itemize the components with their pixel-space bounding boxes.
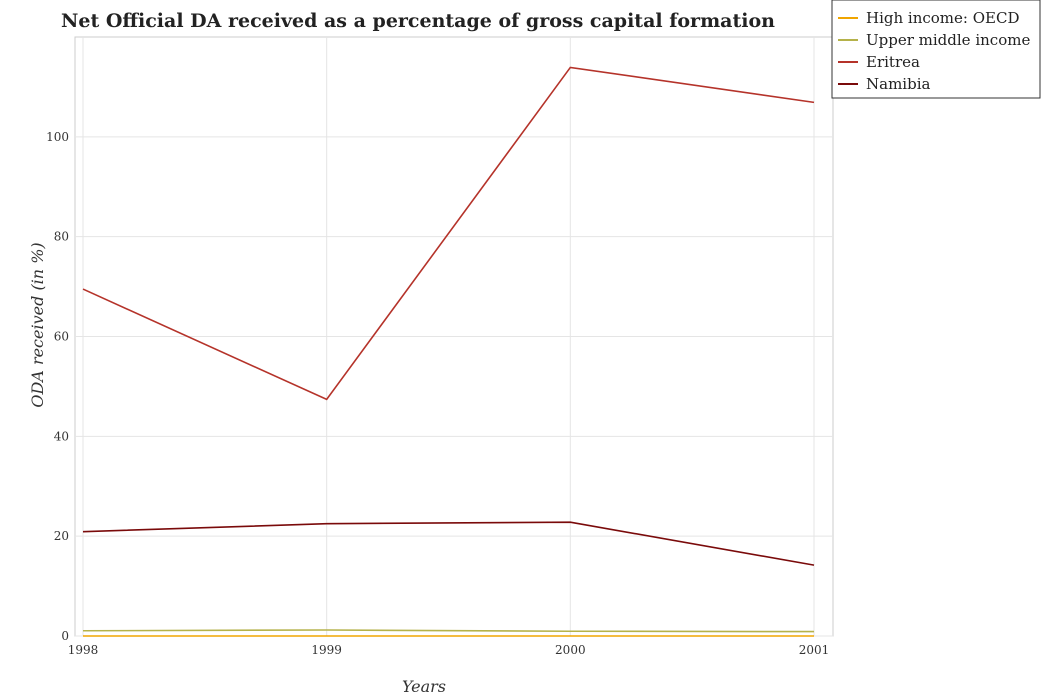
legend-label: High income: OECD	[866, 9, 1019, 27]
legend-box	[831, 0, 1041, 99]
y-tick-label: 40	[54, 429, 69, 443]
x-tick-label: 2001	[799, 643, 830, 657]
y-tick-label: 60	[54, 330, 69, 344]
x-tick-label: 2000	[555, 643, 586, 657]
y-tick-label: 0	[61, 629, 69, 643]
series-line-namibia	[82, 521, 815, 566]
legend-label: Eritrea	[866, 53, 920, 71]
series-line-upper-middle-income	[82, 629, 815, 633]
x-axis-ticks: 1998 1999 2000 2001	[68, 643, 830, 657]
series-line-eritrea	[82, 66, 815, 401]
y-tick-label: 100	[46, 130, 69, 144]
x-tick-label: 1998	[68, 643, 99, 657]
y-tick-label: 80	[54, 230, 69, 244]
legend-label: Upper middle income	[866, 31, 1030, 49]
x-tick-label: 1999	[311, 643, 342, 657]
chart-title: Net Official DA received as a percentage…	[61, 10, 775, 32]
legend: High income: OECD Upper middle income Erit…	[831, 0, 1041, 99]
series-lines	[82, 66, 815, 637]
legend-label: Namibia	[866, 75, 930, 93]
y-axis-label: ODA received (in %)	[28, 242, 47, 407]
y-tick-label: 20	[54, 529, 69, 543]
y-axis-ticks: 0 20 40 60 80 100	[46, 130, 69, 643]
x-axis-label: Years	[402, 677, 446, 696]
